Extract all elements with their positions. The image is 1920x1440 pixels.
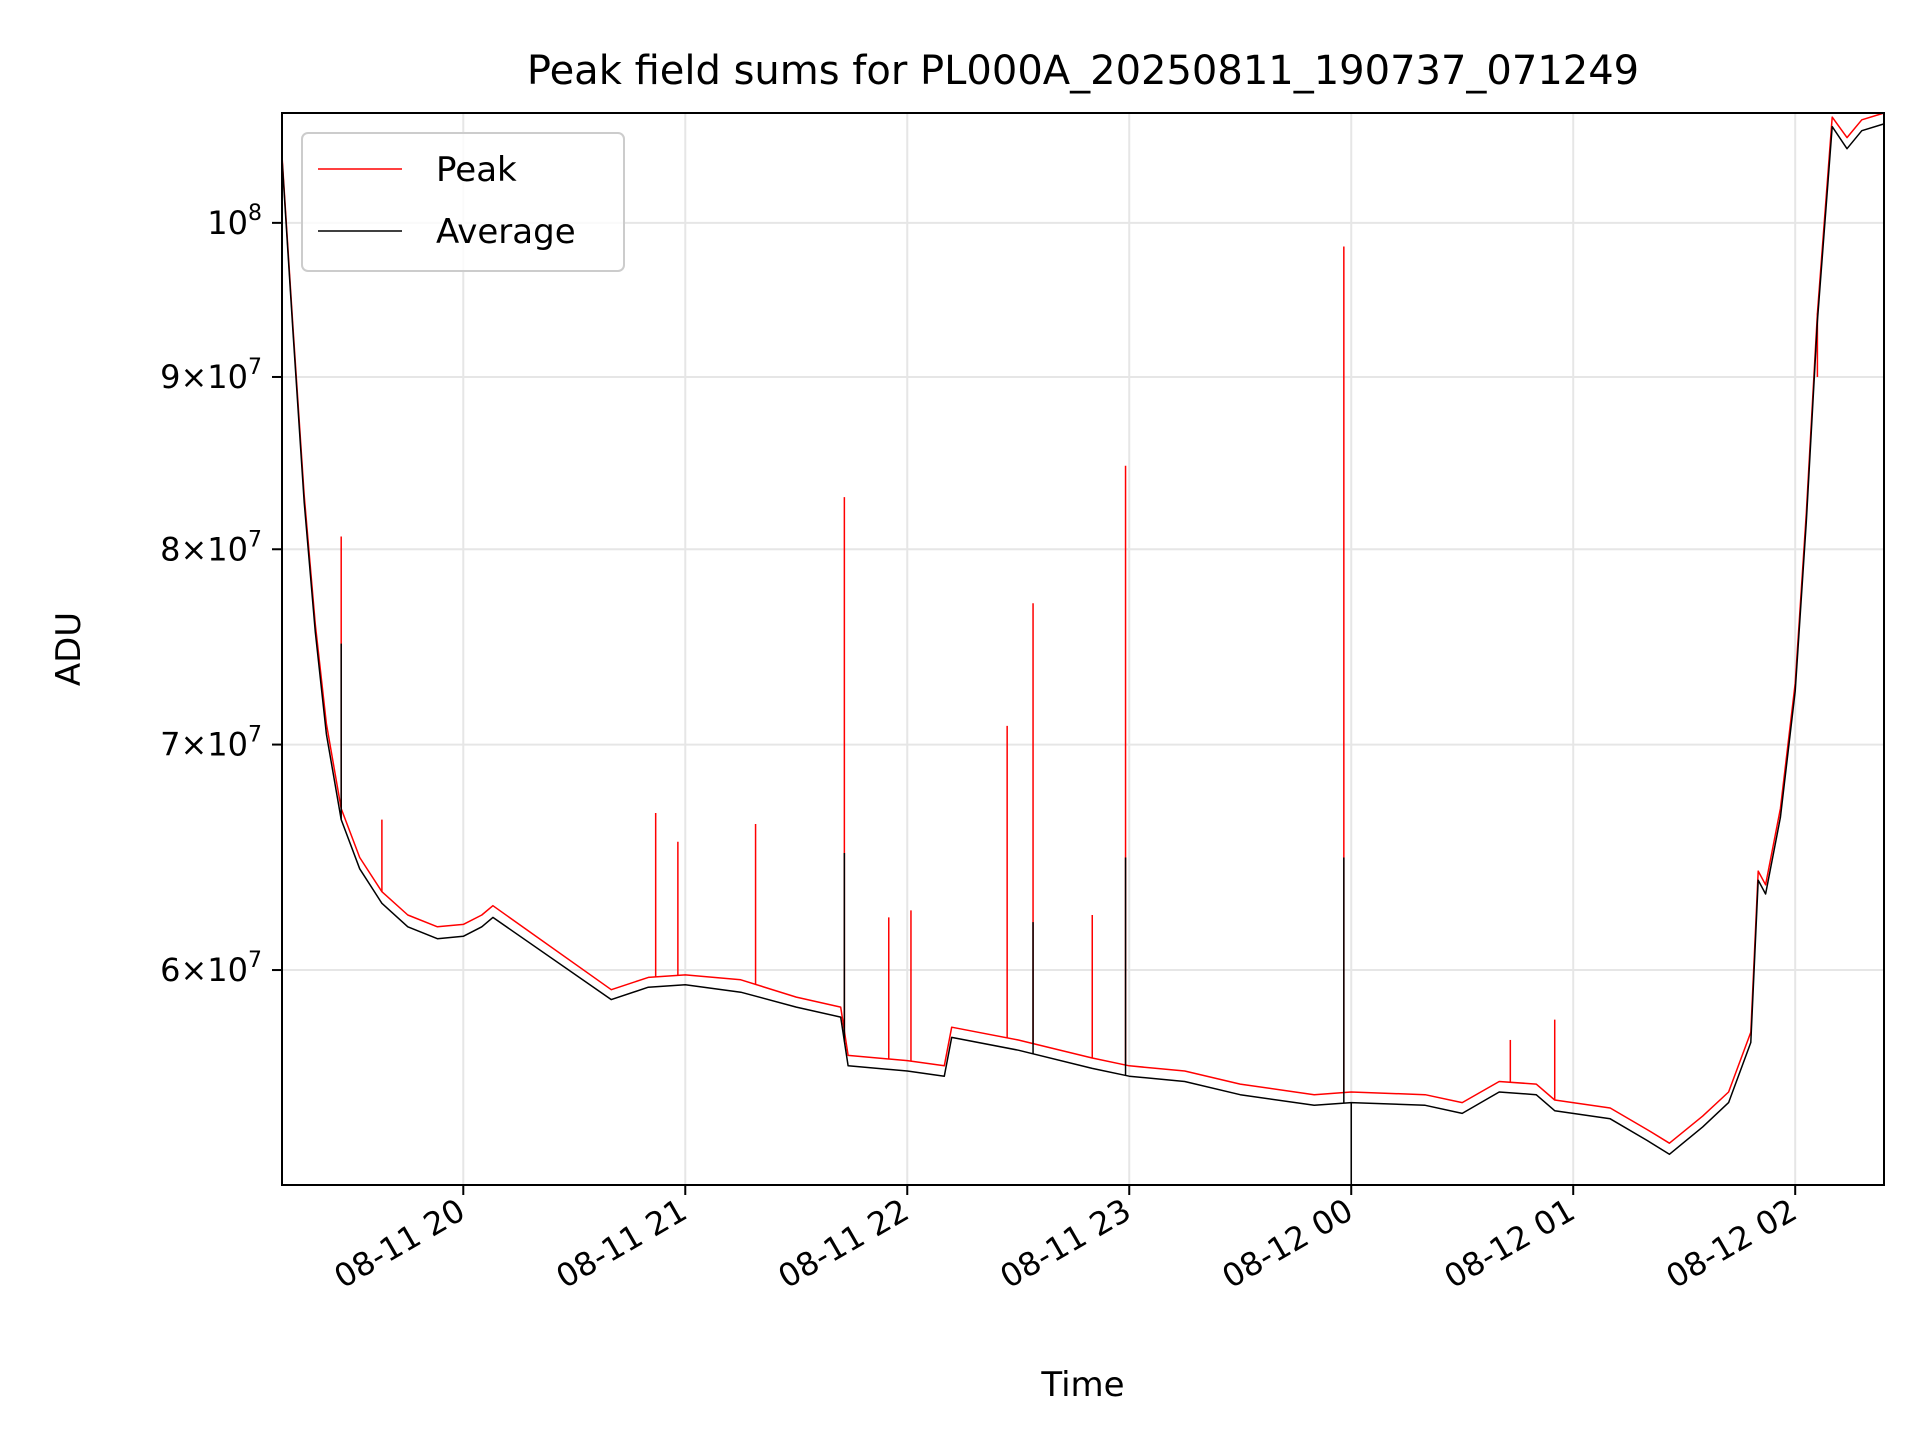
legend-box [301, 132, 625, 272]
plot-frame [281, 112, 1885, 1186]
legend-label-average: Average [436, 212, 576, 252]
y-tick-label: 6×107 [160, 948, 262, 989]
series-layer [281, 112, 1885, 1185]
y-axis: 6×107 7×107 8×107 9×107 108 [160, 201, 282, 989]
x-tick-label: 08-11 22 [772, 1191, 916, 1296]
y-tick-label: 9×107 [160, 355, 262, 396]
series-line-peak [281, 112, 1885, 1144]
x-tick-label: 08-12 01 [1438, 1191, 1582, 1296]
chart-title: Peak field sums for PL000A_20250811_1907… [527, 48, 1639, 94]
x-tick-label: 08-12 00 [1216, 1191, 1360, 1296]
x-tick-label: 08-11 21 [550, 1191, 694, 1296]
legend-label-peak: Peak [436, 150, 517, 190]
y-tick-label: 108 [207, 201, 262, 242]
y-axis-label: ADU [49, 612, 89, 686]
y-tick-label: 8×107 [160, 527, 262, 568]
y-tick-label: 7×107 [160, 723, 262, 764]
x-axis-label: Time [1040, 1365, 1124, 1405]
x-tick-label: 08-11 23 [994, 1191, 1138, 1296]
series-line-average [281, 123, 1885, 1156]
x-axis: 08-11 20 08-11 21 08-11 22 08-11 23 08-12 00… [328, 1185, 1804, 1296]
plot-background [282, 113, 1884, 1185]
x-tick-label: 08-11 20 [328, 1191, 472, 1296]
legend: Peak Average [301, 132, 625, 272]
x-tick-label: 08-12 02 [1660, 1191, 1804, 1296]
